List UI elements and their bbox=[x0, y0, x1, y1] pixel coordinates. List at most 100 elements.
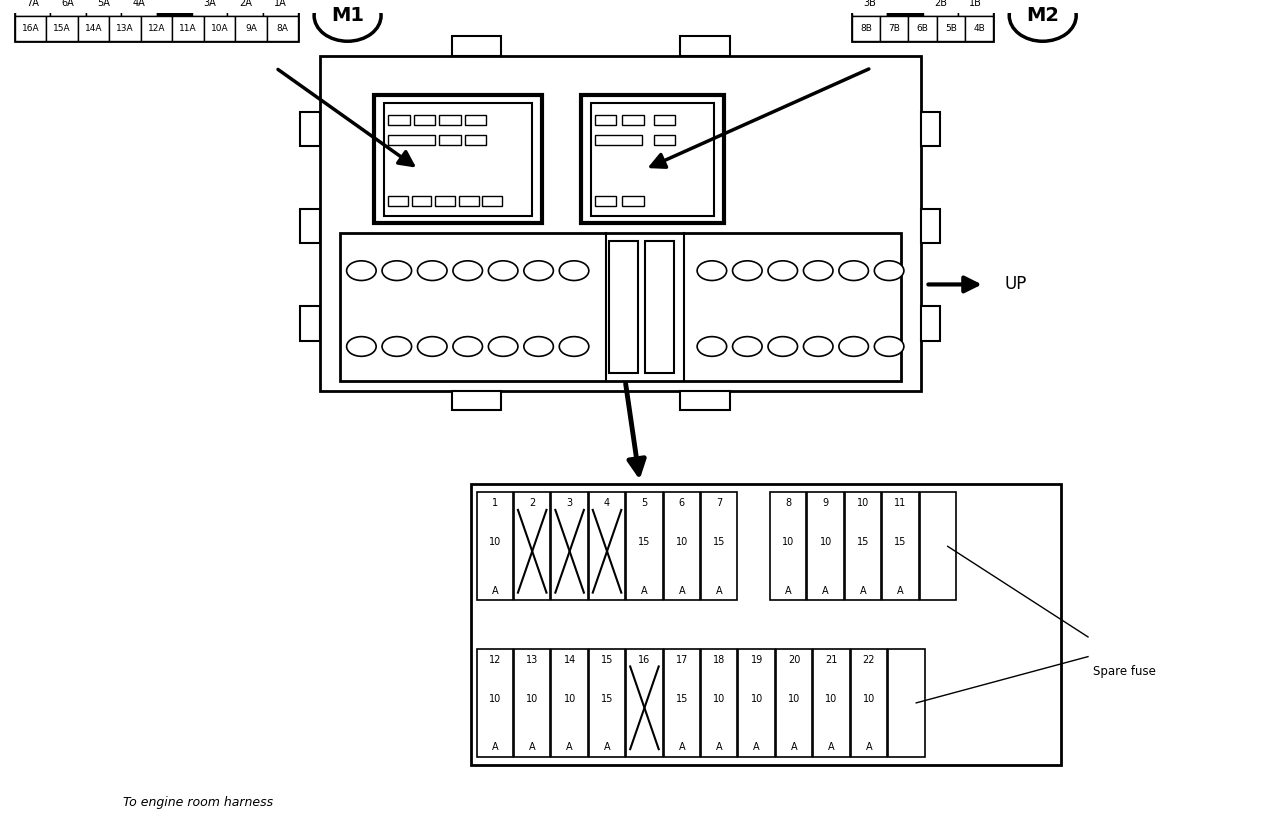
Bar bbox=[412, 196, 431, 206]
Bar bbox=[851, 0, 994, 41]
Bar bbox=[609, 241, 638, 373]
Text: 1B: 1B bbox=[969, 0, 982, 8]
Text: A: A bbox=[754, 742, 760, 752]
Text: 7: 7 bbox=[717, 498, 722, 508]
Bar bbox=[920, 209, 940, 243]
Text: 22: 22 bbox=[863, 654, 876, 665]
Text: 10: 10 bbox=[750, 694, 763, 704]
Text: 10: 10 bbox=[863, 694, 876, 704]
Bar bbox=[738, 648, 774, 757]
Text: 9: 9 bbox=[823, 498, 828, 508]
Ellipse shape bbox=[524, 337, 554, 356]
Bar bbox=[388, 196, 408, 206]
Ellipse shape bbox=[838, 337, 868, 356]
Bar bbox=[453, 36, 501, 56]
Ellipse shape bbox=[838, 261, 868, 280]
Bar bbox=[664, 648, 700, 757]
Ellipse shape bbox=[453, 261, 482, 280]
Bar bbox=[236, 16, 267, 41]
Bar bbox=[937, 16, 965, 41]
Text: 18: 18 bbox=[713, 654, 726, 665]
Bar bbox=[388, 135, 435, 145]
Text: 2A: 2A bbox=[238, 0, 251, 8]
Text: 16A: 16A bbox=[22, 24, 40, 33]
Text: 10: 10 bbox=[788, 694, 800, 704]
Text: UP: UP bbox=[1004, 275, 1027, 293]
Text: 14A: 14A bbox=[85, 24, 103, 33]
Text: 8A: 8A bbox=[277, 24, 288, 33]
Bar bbox=[192, 0, 227, 16]
Text: 10: 10 bbox=[526, 694, 538, 704]
Bar bbox=[300, 209, 320, 243]
Text: 20: 20 bbox=[788, 654, 800, 665]
Text: 10: 10 bbox=[856, 498, 869, 508]
Bar bbox=[654, 115, 676, 125]
Text: 21: 21 bbox=[826, 654, 837, 665]
Bar bbox=[626, 492, 663, 601]
Text: 10: 10 bbox=[564, 694, 576, 704]
Bar bbox=[470, 485, 1061, 765]
Ellipse shape bbox=[732, 261, 762, 280]
Ellipse shape bbox=[488, 337, 518, 356]
Ellipse shape bbox=[314, 0, 381, 41]
Bar bbox=[15, 0, 50, 16]
Text: 6A: 6A bbox=[62, 0, 74, 8]
Text: 6B: 6B bbox=[917, 24, 928, 33]
Bar bbox=[340, 233, 901, 381]
Text: 3: 3 bbox=[567, 498, 573, 508]
Bar bbox=[808, 492, 844, 601]
Bar bbox=[46, 16, 78, 41]
Text: A: A bbox=[678, 742, 685, 752]
Bar bbox=[909, 16, 937, 41]
Text: 10A: 10A bbox=[210, 24, 228, 33]
Text: A: A bbox=[865, 742, 872, 752]
Bar bbox=[388, 115, 410, 125]
Text: 1: 1 bbox=[492, 498, 497, 508]
Text: 14: 14 bbox=[564, 654, 576, 665]
Text: A: A bbox=[567, 742, 573, 752]
Text: 10: 10 bbox=[826, 694, 837, 704]
Text: 10: 10 bbox=[488, 694, 501, 704]
Text: 15: 15 bbox=[601, 694, 613, 704]
Text: A: A bbox=[822, 586, 829, 596]
Ellipse shape bbox=[804, 337, 833, 356]
Bar bbox=[267, 16, 299, 41]
Bar bbox=[595, 196, 617, 206]
Ellipse shape bbox=[559, 261, 588, 280]
Text: 3A: 3A bbox=[204, 0, 217, 8]
Bar bbox=[50, 0, 86, 16]
Text: 4A: 4A bbox=[132, 0, 145, 8]
Bar bbox=[374, 96, 541, 223]
Text: 19: 19 bbox=[750, 654, 763, 665]
Bar bbox=[701, 648, 737, 757]
Text: A: A bbox=[491, 586, 499, 596]
Bar bbox=[477, 648, 513, 757]
Text: 10: 10 bbox=[782, 537, 795, 547]
Bar bbox=[919, 492, 956, 601]
Bar bbox=[626, 648, 663, 757]
Text: 10: 10 bbox=[819, 537, 832, 547]
Ellipse shape bbox=[346, 337, 376, 356]
Bar bbox=[654, 135, 676, 145]
Text: 15: 15 bbox=[676, 694, 688, 704]
Bar bbox=[588, 648, 626, 757]
Text: M1: M1 bbox=[331, 6, 364, 26]
Text: 15A: 15A bbox=[54, 24, 71, 33]
Bar bbox=[482, 196, 503, 206]
Text: 15: 15 bbox=[601, 654, 613, 665]
Text: 11A: 11A bbox=[179, 24, 197, 33]
Text: Spare fuse: Spare fuse bbox=[1094, 665, 1156, 678]
Bar bbox=[845, 492, 881, 601]
Bar bbox=[776, 648, 813, 757]
Bar bbox=[888, 648, 924, 757]
Ellipse shape bbox=[453, 337, 482, 356]
Text: A: A bbox=[715, 586, 723, 596]
Text: 15: 15 bbox=[895, 537, 906, 547]
Bar bbox=[156, 0, 192, 16]
Text: 3B: 3B bbox=[863, 0, 876, 8]
Bar bbox=[121, 0, 156, 16]
Bar bbox=[15, 16, 46, 41]
Text: 8: 8 bbox=[785, 498, 791, 508]
Text: 4: 4 bbox=[604, 498, 610, 508]
Text: 8B: 8B bbox=[860, 24, 872, 33]
